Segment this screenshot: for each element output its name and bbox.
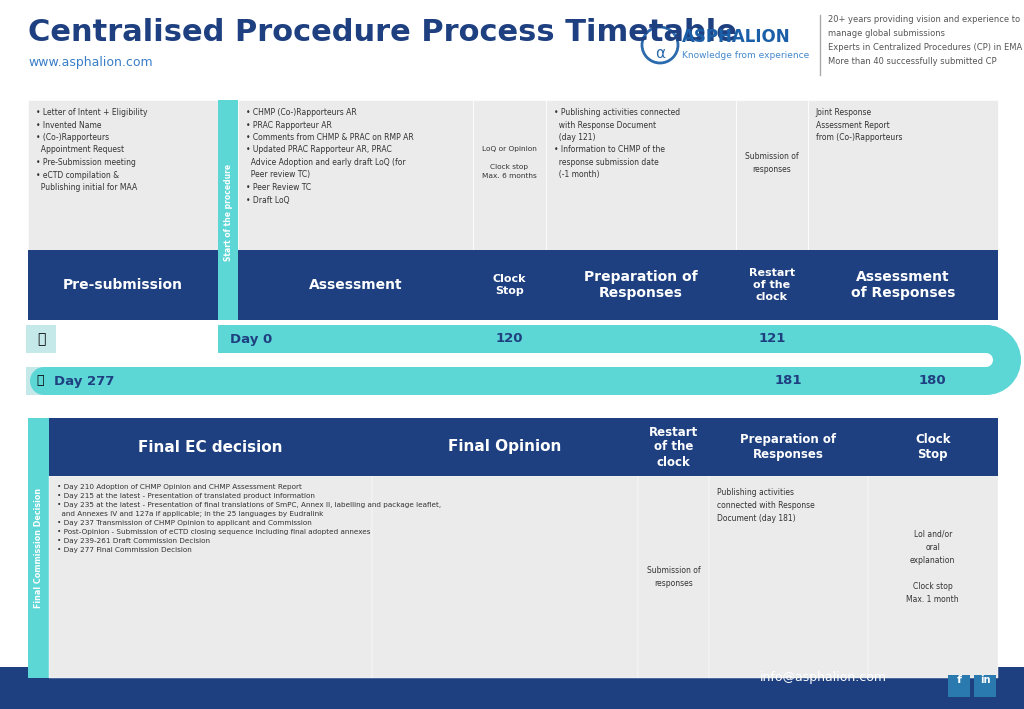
FancyBboxPatch shape [49,476,372,678]
Text: 20+ years providing vision and experience to
manage global submissions
Experts i: 20+ years providing vision and experienc… [828,15,1022,66]
Text: 120: 120 [496,333,523,345]
Text: Knowledge from experience: Knowledge from experience [682,50,809,60]
Text: Publishing activities
connected with Response
Document (day 181): Publishing activities connected with Res… [717,488,815,523]
Text: 🚩: 🚩 [36,374,44,388]
Text: • Day 210 Adoption of CHMP Opinion and CHMP Assessment Report
• Day 215 at the l: • Day 210 Adoption of CHMP Opinion and C… [57,484,441,553]
Text: α: α [655,45,665,60]
Ellipse shape [30,367,58,395]
FancyBboxPatch shape [473,100,546,250]
FancyBboxPatch shape [808,100,998,250]
Text: Submission of
responses: Submission of responses [647,566,700,588]
Text: Clock
Stop: Clock Stop [493,274,526,296]
Text: Final Commission Decision: Final Commission Decision [34,488,43,608]
Text: Preparation of
Responses: Preparation of Responses [584,270,697,300]
Text: in: in [980,675,990,685]
FancyBboxPatch shape [28,100,218,250]
Text: info@asphalion.com: info@asphalion.com [760,671,887,684]
Text: LoQ or Opinion

Clock stop
Max. 6 months: LoQ or Opinion Clock stop Max. 6 months [482,147,537,179]
Text: Pre-submission: Pre-submission [63,278,183,292]
FancyBboxPatch shape [867,418,998,476]
Text: 📅: 📅 [37,332,45,346]
Text: Start of the procedure: Start of the procedure [223,164,232,261]
FancyBboxPatch shape [974,675,996,697]
Text: www.asphalion.com: www.asphalion.com [28,56,153,69]
Text: Day 277: Day 277 [54,374,115,388]
FancyBboxPatch shape [218,100,239,320]
Wedge shape [986,325,1021,395]
Text: Restart
of the
clock: Restart of the clock [749,269,795,301]
FancyBboxPatch shape [473,250,546,320]
FancyBboxPatch shape [0,667,1024,709]
Text: 180: 180 [919,374,946,388]
Text: Assessment
of Responses: Assessment of Responses [851,270,955,300]
Text: LoI and/or
oral
explanation

Clock stop
Max. 1 month: LoI and/or oral explanation Clock stop M… [906,530,959,604]
Text: Final EC decision: Final EC decision [138,440,283,454]
Text: • Letter of Intent + Eligibility
• Invented Name
• (Co-)Rapporteurs
  Appointmen: • Letter of Intent + Eligibility • Inven… [36,108,147,192]
FancyBboxPatch shape [239,100,473,250]
Text: 121: 121 [758,333,785,345]
FancyBboxPatch shape [709,418,867,476]
FancyBboxPatch shape [638,418,709,476]
FancyBboxPatch shape [26,367,52,395]
Text: 181: 181 [774,374,802,388]
FancyBboxPatch shape [948,675,970,697]
Text: f: f [956,675,962,685]
FancyBboxPatch shape [808,250,998,320]
Ellipse shape [972,325,1000,353]
FancyBboxPatch shape [372,418,638,476]
FancyBboxPatch shape [218,325,986,353]
FancyBboxPatch shape [44,367,986,395]
Text: • CHMP (Co-)Rapporteurs AR
• PRAC Rapporteur AR
• Comments from CHMP & PRAC on R: • CHMP (Co-)Rapporteurs AR • PRAC Rappor… [246,108,414,204]
Text: • Publishing activities connected
  with Response Document
  (day 121)
• Informa: • Publishing activities connected with R… [554,108,680,179]
FancyBboxPatch shape [867,476,998,678]
FancyBboxPatch shape [546,100,735,250]
Text: Preparation of
Responses: Preparation of Responses [740,433,837,461]
FancyBboxPatch shape [372,476,638,678]
Text: Joint Response
Assessment Report
from (Co-)Rapporteurs: Joint Response Assessment Report from (C… [816,108,902,142]
Text: Submission of
responses: Submission of responses [744,152,799,174]
Text: Assessment: Assessment [309,278,402,292]
FancyBboxPatch shape [735,100,808,250]
FancyBboxPatch shape [638,476,709,678]
Text: Final Opinion: Final Opinion [449,440,562,454]
Text: Day 0: Day 0 [230,333,272,345]
Text: ASPHALION: ASPHALION [682,28,791,46]
FancyBboxPatch shape [49,418,372,476]
Text: Restart
of the
clock: Restart of the clock [649,425,698,469]
FancyBboxPatch shape [26,325,56,353]
Text: Centralised Procedure Process Timetable: Centralised Procedure Process Timetable [28,18,737,47]
FancyBboxPatch shape [239,250,473,320]
FancyBboxPatch shape [28,250,218,320]
FancyBboxPatch shape [735,250,808,320]
FancyBboxPatch shape [709,476,867,678]
FancyBboxPatch shape [28,418,49,678]
FancyBboxPatch shape [546,250,735,320]
Text: Clock
Stop: Clock Stop [915,433,950,461]
